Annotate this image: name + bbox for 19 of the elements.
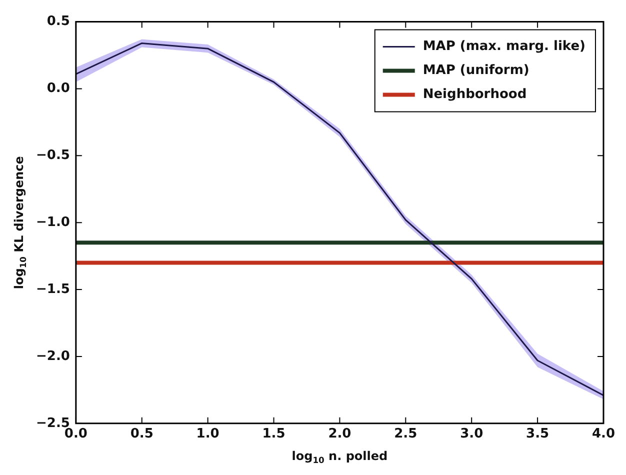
x-tick-label: 1.0 bbox=[196, 426, 220, 442]
x-tick-label: 0.0 bbox=[64, 426, 88, 442]
y-tick-label: −1.5 bbox=[36, 282, 70, 297]
x-tick-label: 2.5 bbox=[394, 426, 418, 442]
x-tick-label: 2.0 bbox=[328, 426, 352, 442]
legend-label: Neighborhood bbox=[422, 87, 527, 102]
y-tick-label: −1.0 bbox=[36, 214, 70, 230]
y-tick-label: 0.0 bbox=[46, 81, 70, 96]
y-tick-label: −0.5 bbox=[36, 148, 70, 164]
x-tick-label: 1.5 bbox=[262, 426, 286, 442]
x-tick-label: 0.5 bbox=[130, 426, 154, 442]
x-tick-label: 3.5 bbox=[526, 426, 550, 442]
x-tick-label: 3.0 bbox=[460, 426, 484, 442]
y-tick-label: −2.0 bbox=[36, 348, 70, 364]
legend-label: MAP (max. marg. like) bbox=[422, 39, 586, 54]
x-tick-label: 4.0 bbox=[592, 426, 615, 442]
y-axis-title: log10 KL divergence bbox=[12, 156, 28, 290]
y-tick-label: 0.5 bbox=[46, 14, 70, 30]
legend-label: MAP (uniform) bbox=[422, 63, 530, 78]
